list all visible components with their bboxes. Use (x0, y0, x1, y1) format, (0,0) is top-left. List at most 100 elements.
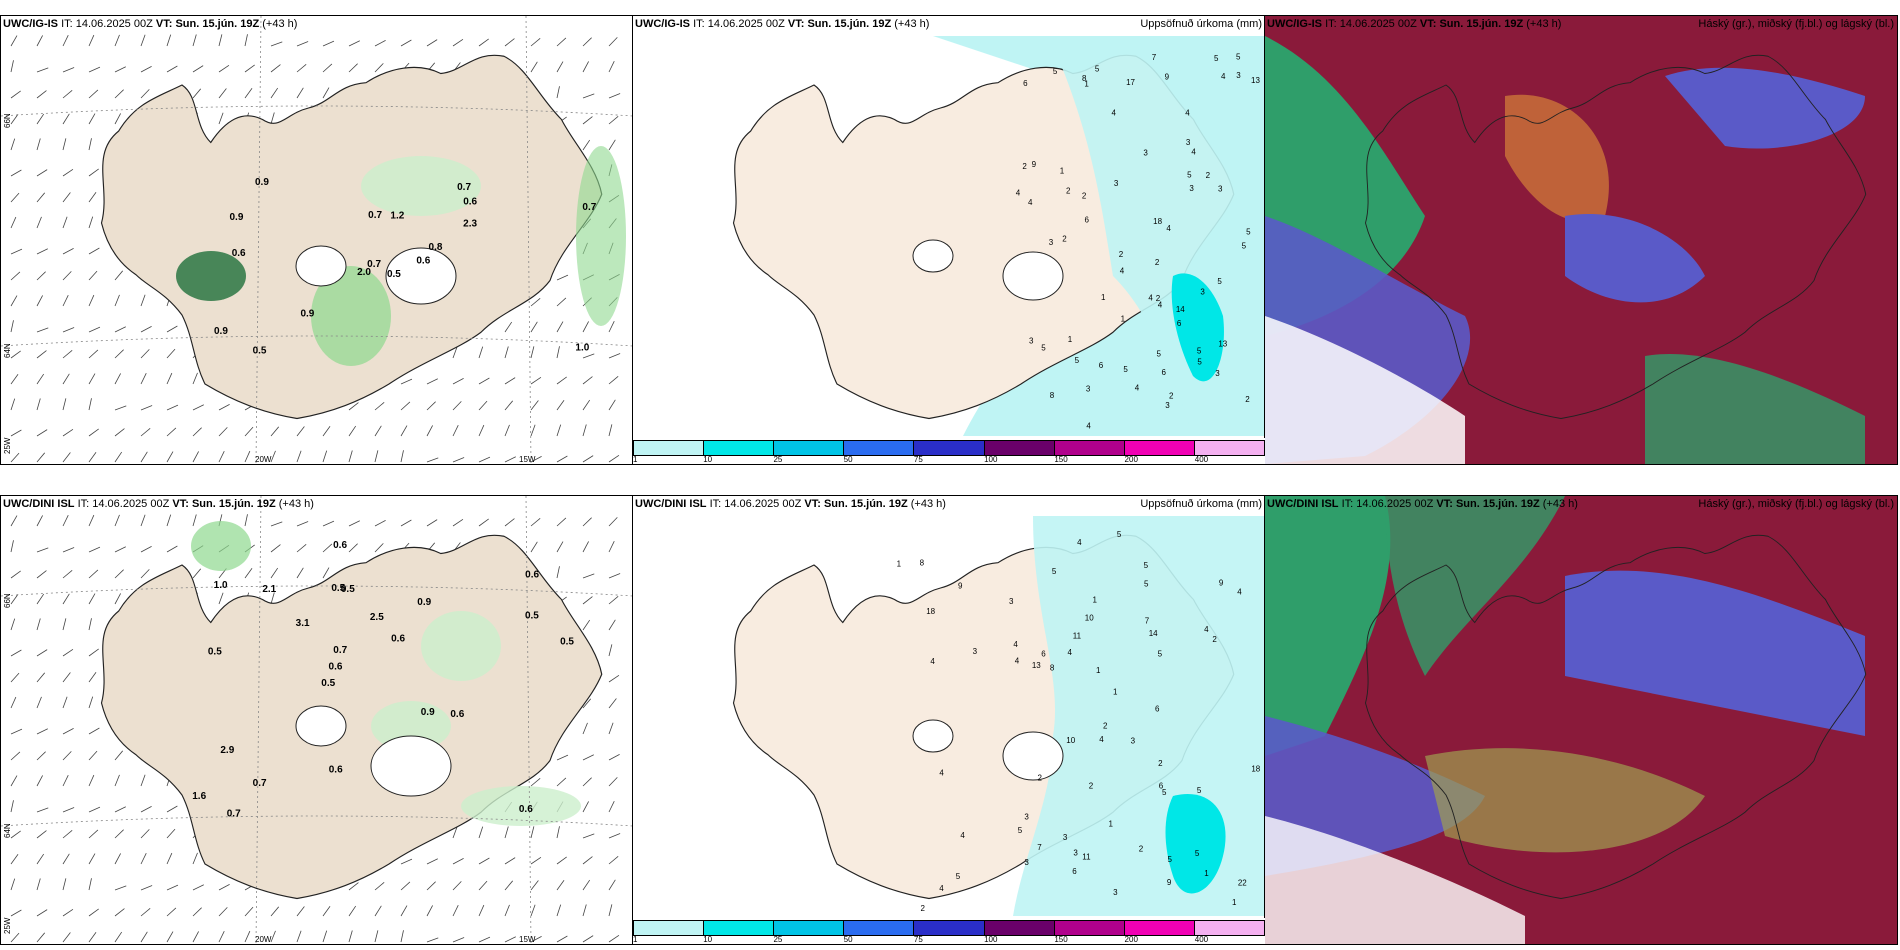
wind-barb (218, 592, 224, 605)
wind-map: 0.60.50.60.50.90.70.52.52.93.11.60.70.50… (1, 496, 633, 944)
wind-barb (322, 520, 335, 527)
map-value-label: 4 (1185, 108, 1190, 117)
colorbar-tick: 100 (984, 935, 998, 944)
map-value-label: 0.7 (582, 202, 596, 213)
wind-barb (348, 450, 353, 463)
wind-barb (426, 881, 436, 891)
map-value-label: 0.5 (208, 646, 222, 657)
map-value-label: 2 (1139, 844, 1144, 853)
map-value-label: 5 (1041, 343, 1046, 352)
wind-barb (10, 271, 21, 281)
wind-barb (114, 593, 121, 605)
map-value-label: 3 (1049, 238, 1054, 247)
wind-barb (322, 87, 330, 99)
wind-barb (88, 89, 99, 99)
map-value-label: 13 (1032, 661, 1041, 670)
colorbar-swatch (633, 441, 705, 455)
wind-barb (62, 775, 69, 787)
map-value-label: 0.5 (321, 678, 335, 689)
wind-barb (88, 932, 97, 943)
wind-barb (270, 521, 283, 527)
map-value-label: 5 (1053, 67, 1058, 76)
map-value-label: 2 (1156, 294, 1161, 303)
wind-map: 0.5 0.9 0.7 0.9 0.8 0.9 0.7 1.2 0.6 0.6 0.9 1.0 0.6 0… (1, 16, 633, 464)
map-value-label: 0.9 (229, 212, 243, 223)
map-value-label: 4 (1086, 422, 1091, 431)
wind-barb (426, 858, 438, 865)
map-value-label: 1 (1121, 315, 1126, 324)
panel-bottom-mid: UWC/DINI ISL IT: 14.06.2025 00Z VT: Sun.… (632, 495, 1266, 945)
map-value-label: 2 (1212, 635, 1217, 644)
colorbar-swatch (984, 441, 1055, 455)
wind-barb (556, 274, 569, 281)
wind-barb (296, 930, 302, 943)
colorbar-tick: 50 (843, 935, 853, 944)
wind-barb (400, 401, 411, 411)
wind-barb (608, 61, 615, 73)
map-value-label: 4 (1068, 648, 1073, 657)
wind-barb (10, 452, 20, 463)
wind-barb (62, 547, 75, 553)
map-value-label: 4 (1120, 267, 1125, 276)
wind-barb (426, 519, 438, 527)
wind-barb (608, 833, 621, 839)
map-value-label: 4 (1099, 735, 1104, 744)
colorbar-tick: 1 (633, 935, 638, 944)
wind-barb (322, 543, 333, 553)
wind-barb (582, 879, 591, 891)
wind-barb (62, 35, 69, 47)
wind-barb (218, 907, 228, 917)
wind-barb (114, 34, 120, 47)
map-value-label: 0.7 (227, 809, 241, 820)
map-value-label: 4 (1111, 108, 1116, 117)
wind-barb (556, 517, 567, 527)
wind-barb (62, 648, 74, 657)
wind-barb (530, 541, 538, 553)
map-value-label: 2.9 (220, 745, 234, 756)
wind-barb (36, 113, 45, 125)
map-value-label: 3 (1024, 858, 1029, 867)
wind-barb (88, 216, 94, 229)
map-value-label: 2 (1119, 250, 1124, 259)
wind-barb (36, 649, 48, 657)
map-value-label: 1 (1060, 167, 1065, 176)
wind-barb (322, 426, 331, 437)
map-value-label: 3 (973, 647, 978, 656)
wind-barb (166, 907, 177, 917)
wind-barb (114, 546, 126, 553)
wind-barb (10, 114, 19, 125)
wind-barb (88, 192, 97, 203)
wind-barb (296, 426, 305, 437)
map-value-label: 2 (1206, 171, 1211, 180)
map-value-label: 13 (1251, 76, 1260, 85)
wind-barb (10, 374, 19, 385)
map-value-label: 5 (1117, 530, 1122, 539)
wind-barb (36, 373, 45, 385)
panel-variable-title: Uppsöfnuð úrkoma (mm) (1140, 18, 1262, 30)
lon-20w-label: 20W (255, 935, 272, 944)
wind-barb (62, 89, 73, 99)
wind-barb (582, 353, 595, 359)
map-value-label: 1 (1113, 687, 1118, 696)
wind-barb (296, 521, 309, 527)
wind-barb (608, 541, 615, 553)
map-value-label: 2 (1155, 258, 1160, 267)
wind-barb (608, 375, 619, 385)
wind-barb (140, 885, 153, 891)
colorbar-tick: 400 (1194, 935, 1209, 944)
wind-barb (322, 930, 328, 943)
map-value-label: 5 (1195, 849, 1200, 858)
map-value-label: 2 (1022, 162, 1027, 171)
wind-barb (62, 248, 74, 255)
wind-barb (88, 750, 98, 761)
map-value-label: 5 (1158, 650, 1163, 659)
wind-barb (10, 775, 18, 787)
wind-barb (556, 37, 567, 47)
wind-barb (374, 520, 386, 527)
wind-barb (478, 857, 490, 865)
wind-barb (296, 543, 307, 553)
wind-barb (608, 353, 621, 359)
wind-barb (504, 936, 516, 943)
map-value-label: 8 (1050, 664, 1055, 673)
map-value-label: 5 (1144, 579, 1149, 588)
